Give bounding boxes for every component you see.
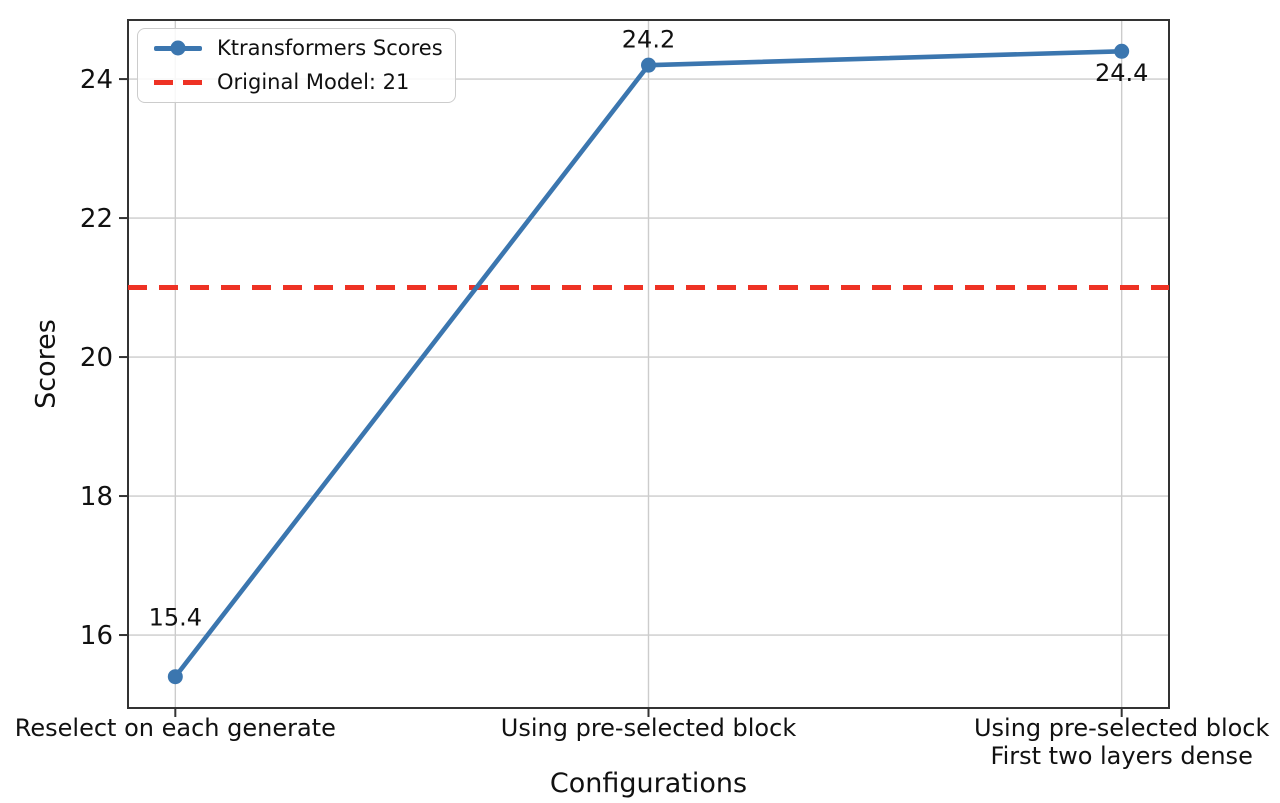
data-point [167,669,183,685]
y-tick-label: 16 [80,621,113,651]
legend-marker-dot-icon [170,40,186,56]
y-axis-label: Scores [30,319,62,409]
legend-solid-line-icon [154,40,202,56]
y-tick-label: 18 [80,482,113,512]
legend-dashed-line-icon [154,80,202,86]
x-tick-label: Using pre-selected block [501,714,797,742]
legend-label-series: Ktransformers Scores [217,35,443,60]
data-point [641,57,656,73]
data-point [1114,43,1130,59]
x-tick-label: Using pre-selected block [974,714,1270,742]
legend-item-series: Ktransformers Scores [138,33,455,63]
y-tick-label: 22 [80,204,113,234]
legend-label-reference: Original Model: 21 [217,70,410,95]
data-point-label: 24.4 [1095,59,1148,87]
data-point-label: 24.2 [622,26,675,54]
x-tick-label: Reselect on each generate [15,714,336,742]
legend-item-reference: Original Model: 21 [138,68,455,98]
x-axis-label: Configurations [549,768,748,799]
data-point-label: 15.4 [149,604,202,632]
legend: Ktransformers Scores Original Model: 21 [137,28,456,103]
y-tick-label: 20 [80,343,113,373]
y-tick-label: 24 [80,65,113,95]
x-tick-label: First two layers dense [991,742,1253,770]
